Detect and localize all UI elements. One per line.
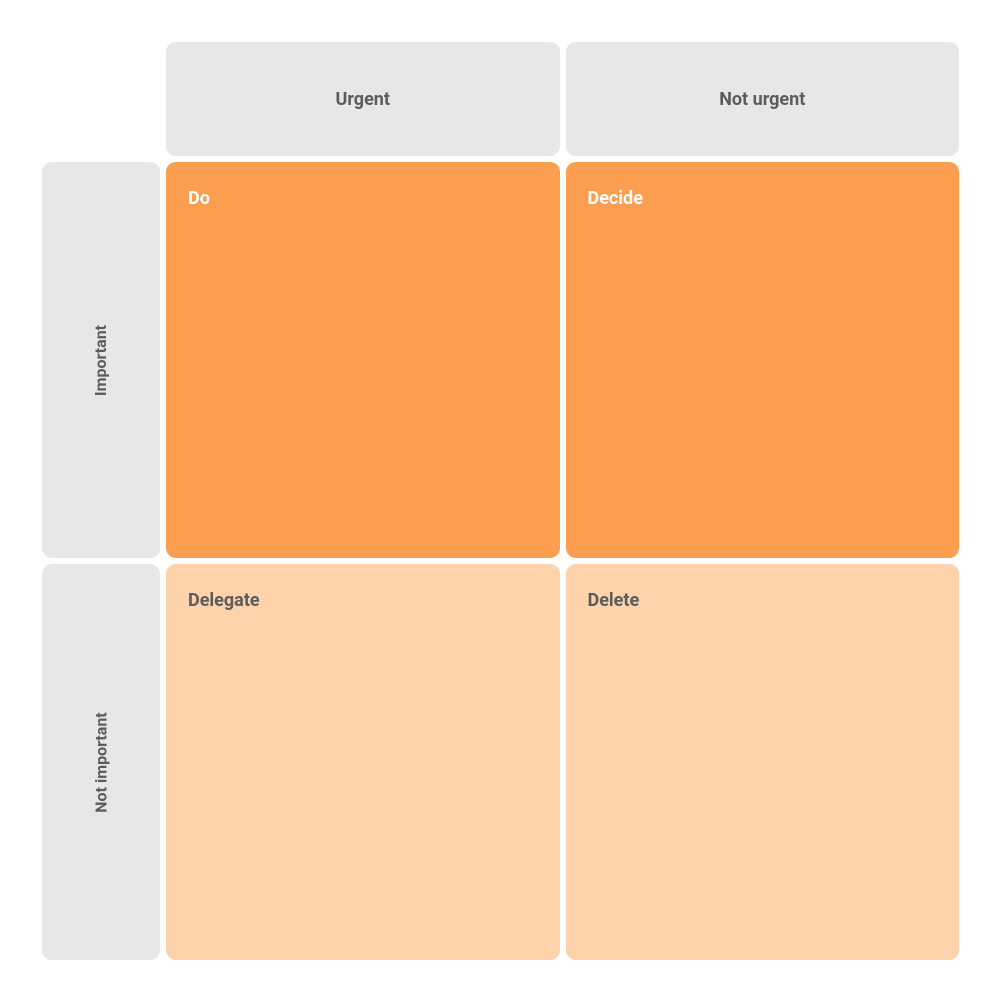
- col-header-not-urgent: Not urgent: [566, 42, 960, 156]
- col-header-label: Not urgent: [719, 89, 805, 110]
- eisenhower-matrix: Urgent Not urgent Important Do Decide No…: [42, 42, 959, 960]
- quadrant-label: Delegate: [188, 590, 260, 611]
- quadrant-delete: Delete: [566, 564, 960, 960]
- row-header-label: Important: [92, 324, 111, 395]
- row-header-not-important: Not important: [42, 564, 160, 960]
- col-header-label: Urgent: [336, 89, 390, 110]
- quadrant-do: Do: [166, 162, 560, 558]
- quadrant-delegate: Delegate: [166, 564, 560, 960]
- row-header-label: Not important: [92, 712, 111, 812]
- blank-corner: [42, 42, 160, 156]
- quadrant-label: Decide: [588, 188, 643, 209]
- row-header-important: Important: [42, 162, 160, 558]
- quadrant-decide: Decide: [566, 162, 960, 558]
- quadrant-label: Delete: [588, 590, 640, 611]
- quadrant-label: Do: [188, 188, 210, 209]
- col-header-urgent: Urgent: [166, 42, 560, 156]
